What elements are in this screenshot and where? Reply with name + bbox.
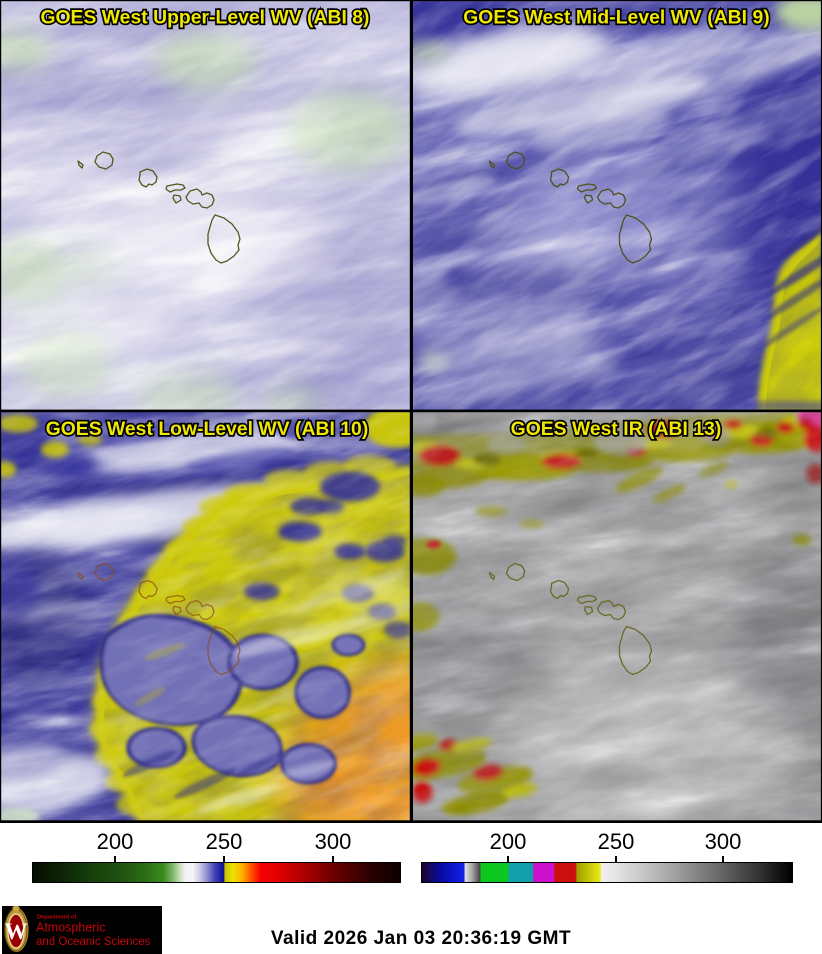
svg-text:GOES West Upper-Level WV (ABI: GOES West Upper-Level WV (ABI 8) (40, 8, 369, 29)
svg-text:and Oceanic Sciences: and Oceanic Sciences (36, 936, 151, 948)
svg-text:GOES West Low-Level WV (ABI 10: GOES West Low-Level WV (ABI 10) (46, 419, 369, 440)
svg-text:GOES West IR (ABI 13): GOES West IR (ABI 13) (511, 419, 722, 440)
svg-text:W: W (5, 919, 28, 944)
svg-text:Atmospheric: Atmospheric (36, 921, 105, 935)
svg-text:Department of: Department of (37, 915, 76, 921)
svg-text:GOES West Mid-Level WV (ABI 9): GOES West Mid-Level WV (ABI 9) (463, 8, 769, 29)
